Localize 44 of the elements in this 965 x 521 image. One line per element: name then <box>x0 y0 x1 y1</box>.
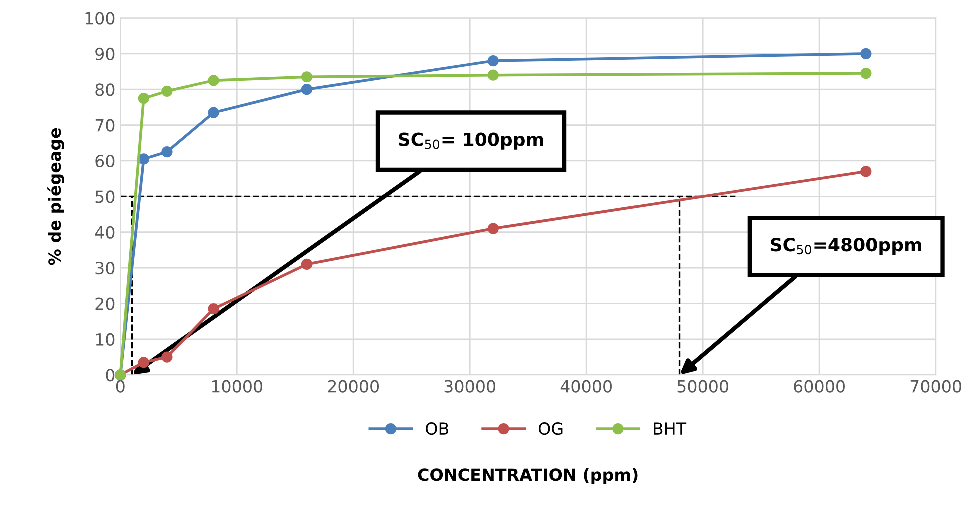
y-tick-label: 50 <box>96 190 115 204</box>
point <box>138 154 150 165</box>
point <box>860 68 872 80</box>
y-tick-label: 40 <box>95 226 115 239</box>
point <box>208 304 220 315</box>
legend-label: BHT <box>654 422 687 435</box>
y-tick-label: 80 <box>96 84 115 96</box>
point <box>162 86 173 97</box>
point <box>860 166 872 178</box>
y-tick-label: 70 <box>96 119 115 132</box>
point <box>301 84 313 96</box>
point <box>301 72 313 83</box>
legend-label: OB <box>426 422 449 436</box>
y-tick-label: 30 <box>96 262 115 275</box>
point <box>162 352 173 363</box>
y-tick-label: 0 <box>106 369 115 382</box>
x-tick-label: 60000 <box>794 380 845 393</box>
y-tick-label: 90 <box>96 48 115 60</box>
point <box>488 223 499 234</box>
point <box>488 56 499 67</box>
annotation: SC$_{50}$=4800ppm <box>771 238 922 256</box>
point <box>138 92 150 104</box>
y-axis-title: % de piégeage <box>48 128 65 266</box>
x-axis-title: CONCENTRATION (ppm) <box>418 468 638 484</box>
point <box>860 48 872 60</box>
point <box>208 75 220 86</box>
point <box>162 146 173 158</box>
point <box>208 107 220 118</box>
x-tick-label: 70000 <box>910 380 962 393</box>
point <box>138 357 150 368</box>
y-tick-label: 60 <box>96 154 115 168</box>
point <box>301 258 313 270</box>
x-tick-label: 10000 <box>212 380 263 393</box>
x-tick-label: 40000 <box>560 380 612 393</box>
legend-label: OG <box>538 422 563 436</box>
x-tick-label: 50000 <box>678 380 728 393</box>
y-tick-label: 10 <box>96 333 115 346</box>
y-tick-label: 20 <box>96 298 115 310</box>
point <box>488 70 499 81</box>
x-tick-label: 20000 <box>328 380 380 393</box>
annotation: SC$_{50}$= 100ppm <box>399 132 544 150</box>
y-tick-label: 100 <box>86 12 115 25</box>
x-tick-label: 0 <box>116 380 125 393</box>
x-tick-label: 30000 <box>444 380 496 393</box>
